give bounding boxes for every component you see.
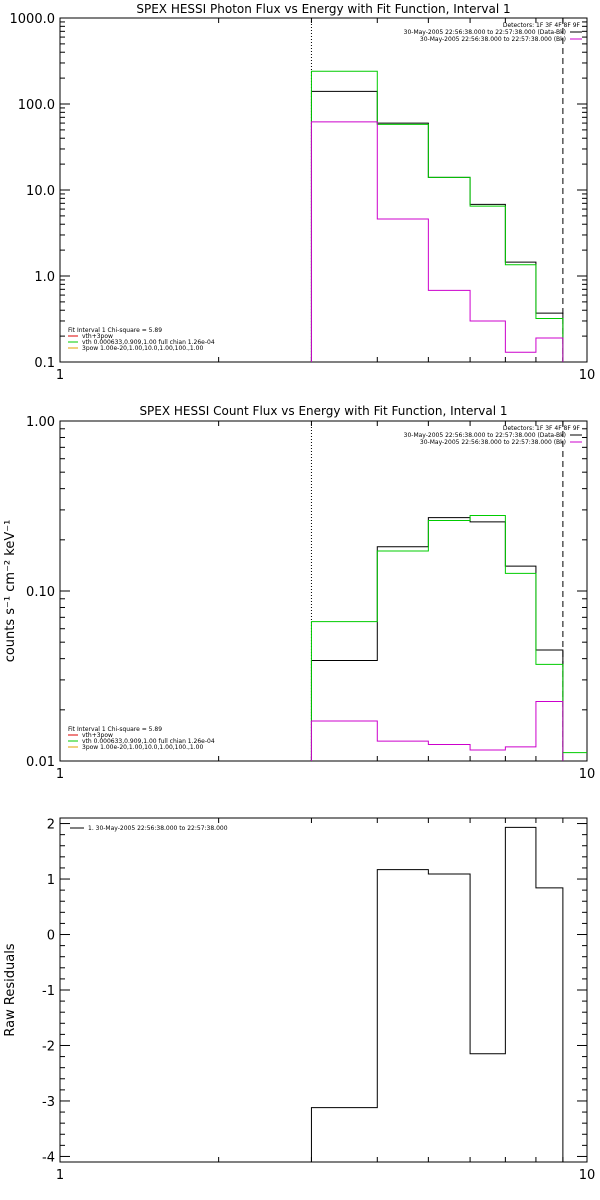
x-tick-label: 10 (579, 368, 596, 383)
detectors-label: Detectors: 1F 3F 4F 8F 9F (503, 425, 581, 432)
y-tick-label: 0 (47, 929, 55, 944)
legend-label: 3pow 1.00e-20,1.00,10.0,1.00,100.,1.00 (82, 345, 203, 352)
count-flux-panel: SPEX HESSI Count Flux vs Energy with Fit… (3, 404, 595, 782)
fit-summary-label: Fit Interval 1 Chi-square = 5.89 (68, 726, 162, 733)
x-tick-label: 10 (579, 767, 596, 782)
y-tick-label: 0.10 (26, 585, 55, 600)
legend-label: 30-May-2005 22:56:38.000 to 22:57:38.000… (420, 36, 566, 43)
legend-label: 30-May-2005 22:56:38.000 to 22:57:38.000… (420, 439, 566, 446)
plot-area (310, 70, 564, 362)
y-tick-label: 1.0 (34, 270, 55, 285)
plot-area (310, 515, 587, 761)
y-tick-label: -3 (42, 1095, 55, 1110)
series-bk-step-line (310, 700, 564, 761)
y-tick-label: 1000.0 (10, 12, 56, 27)
plot-area (310, 826, 564, 1162)
chart-title: SPEX HESSI Photon Flux vs Energy with Fi… (136, 2, 510, 16)
y-tick-label: -1 (42, 984, 55, 999)
series-fit-step-line (310, 515, 564, 761)
y-tick-label: 2 (47, 818, 55, 833)
y-axis-label: Raw Residuals (3, 943, 18, 1036)
x-tick-label: 10 (579, 1168, 596, 1183)
legend-label: 30-May-2005 22:56:38.000 to 22:57:38.000… (404, 432, 566, 439)
legend-label: vth 0.000633,0.909,1.00 full chian 1.26e… (82, 738, 215, 745)
y-tick-label: 0.01 (26, 755, 55, 770)
series-bk-step-line (310, 121, 564, 362)
detectors-label: Detectors: 1F 3F 4F 8F 9F (503, 22, 581, 29)
x-tick-label: 1 (56, 767, 64, 782)
legend-label: 3pow 1.00e-20,1.00,10.0,1.00,100.,1.00 (82, 744, 203, 751)
legend-label: 30-May-2005 22:56:38.000 to 22:57:38.000… (404, 29, 566, 36)
photon-flux-panel: SPEX HESSI Photon Flux vs Energy with Fi… (10, 2, 596, 383)
x-tick-label: 1 (56, 1168, 64, 1183)
residuals-panel: Raw Residuals 1 10 -4 -3 -2 -1 0 1 2 1. 30-May-200… (3, 817, 596, 1183)
y-tick-label: 1 (47, 873, 55, 888)
series-fit-step-line (310, 70, 564, 362)
legend-label: 1. 30-May-2005 22:56:38.000 to 22:57:38.… (88, 825, 228, 832)
legend-label: vth 0.000633,0.909,1.00 full chian 1.26e… (82, 339, 215, 346)
series-residuals-step-line (310, 826, 564, 1162)
y-tick-label: 1.00 (26, 415, 55, 430)
y-tick-label: 10.0 (26, 184, 55, 199)
legend-label: vth+3pow (82, 333, 113, 340)
y-tick-label: 0.1 (34, 356, 55, 371)
y-tick-label: 100.0 (18, 98, 55, 113)
legend-label: vth+3pow (82, 732, 113, 739)
y-tick-label: -2 (42, 1039, 55, 1054)
x-tick-label: 1 (56, 368, 64, 383)
fit-summary-label: Fit Interval 1 Chi-square = 5.89 (68, 327, 162, 334)
y-axis-label: counts s⁻¹ cm⁻² keV⁻¹ (3, 520, 18, 663)
y-tick-label: -4 (42, 1150, 55, 1165)
chart-title: SPEX HESSI Count Flux vs Energy with Fit… (139, 404, 507, 418)
